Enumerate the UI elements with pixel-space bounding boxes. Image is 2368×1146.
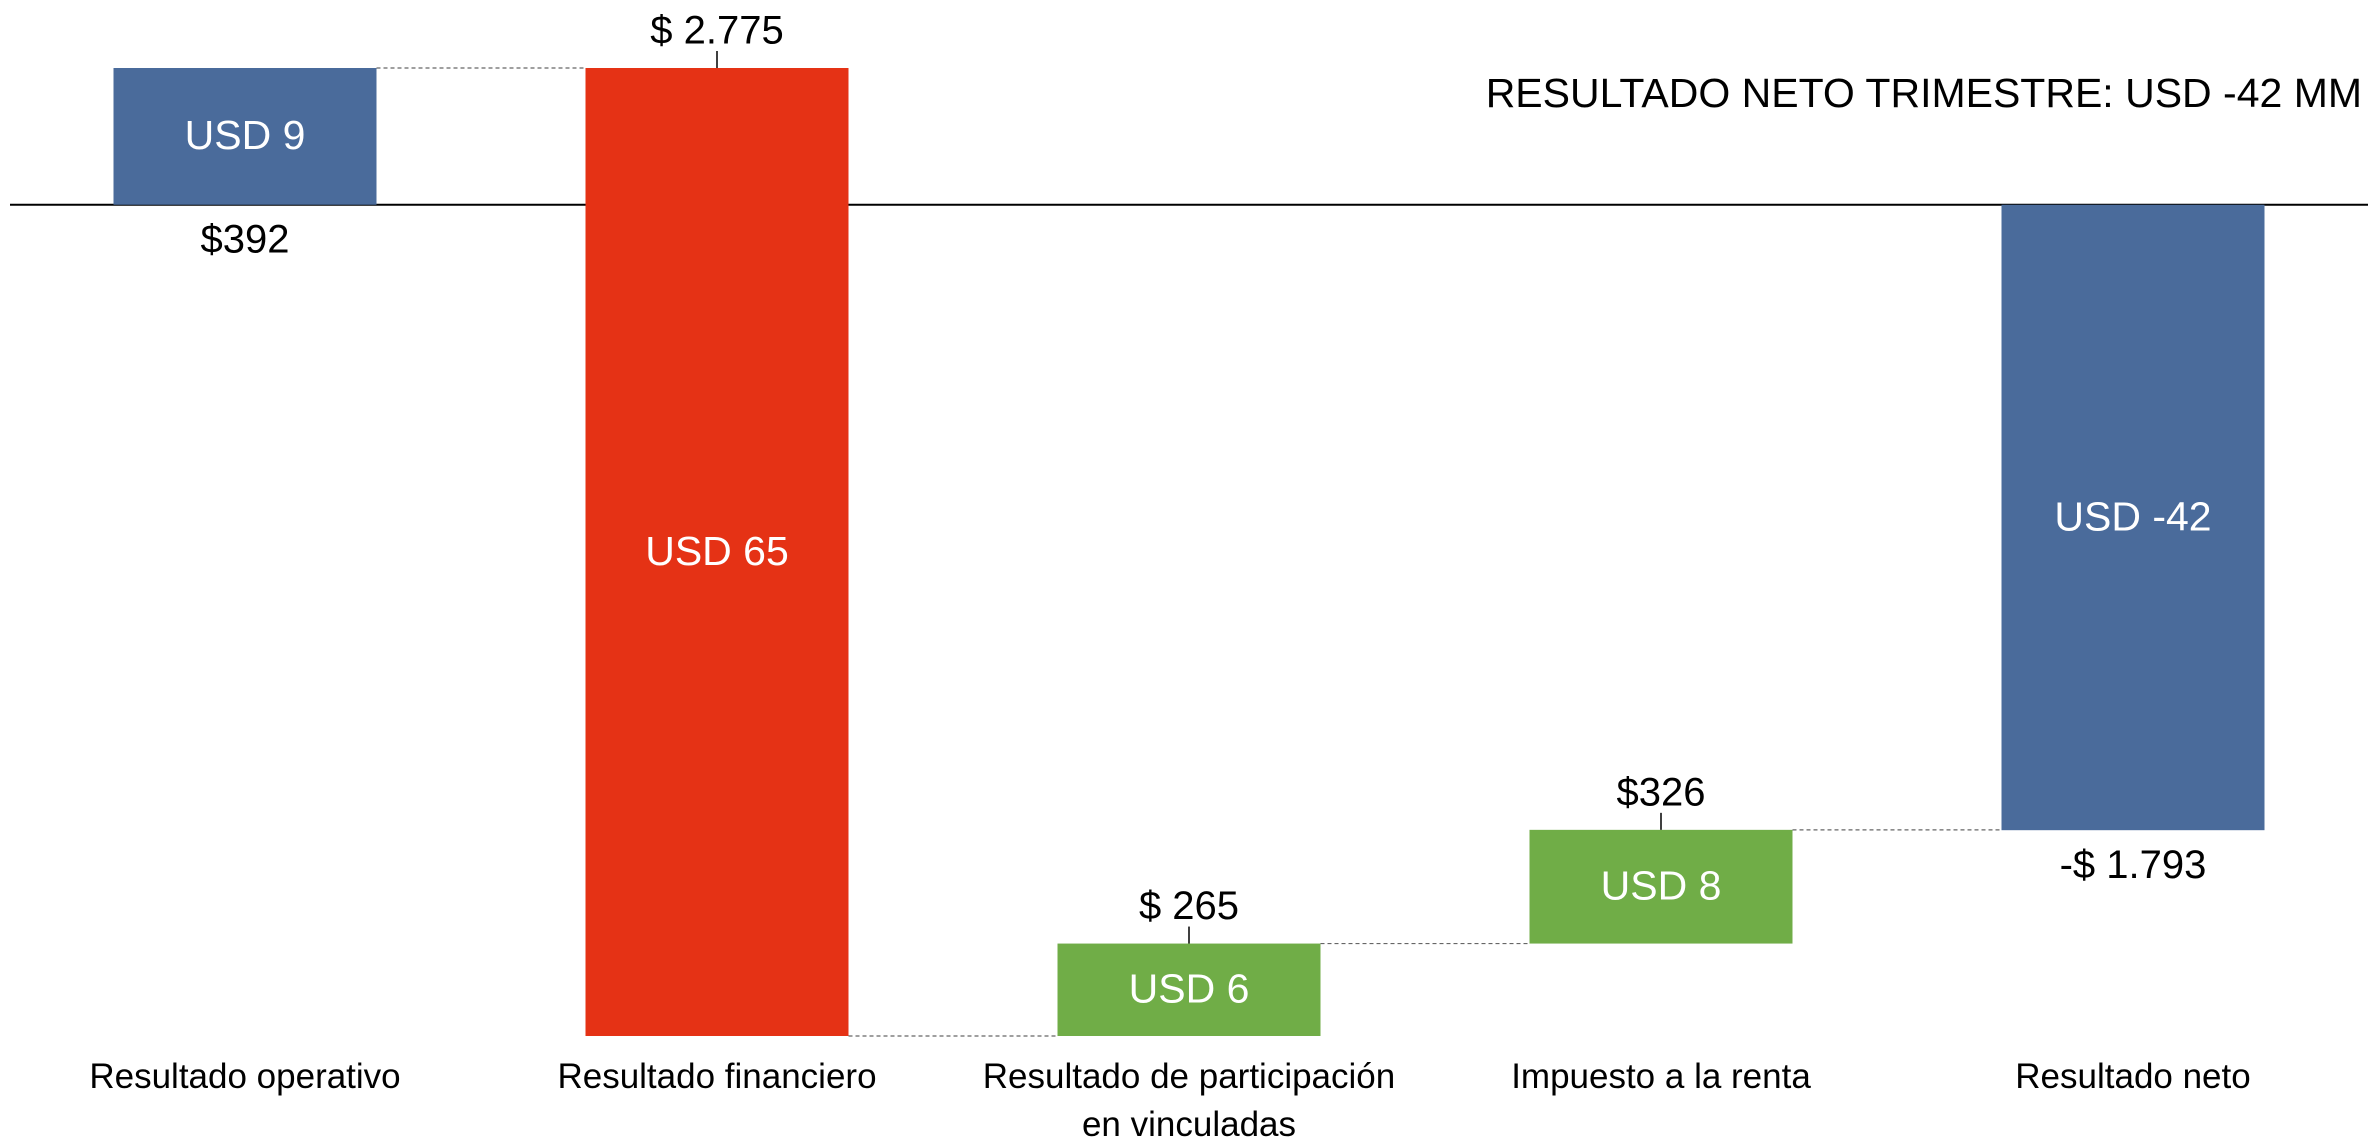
bar: [2001, 204, 2265, 831]
category-label: Resultado financiero: [557, 1057, 877, 1096]
category-label: Resultado operativo: [89, 1057, 401, 1096]
value-label: $ 265: [1139, 884, 1239, 928]
inner-label: USD 6: [1129, 966, 1250, 1012]
value-label: $392: [201, 217, 290, 261]
bar: [585, 68, 849, 1036]
inner-label: USD 65: [645, 528, 789, 574]
inner-label: USD -42: [2054, 493, 2211, 539]
value-label: -$ 1.793: [2060, 843, 2207, 887]
chart-title: RESULTADO NETO TRIMESTRE: USD -42 MM: [1486, 70, 2362, 116]
bar: [113, 68, 377, 205]
value-label: $ 2.775: [650, 9, 783, 53]
category-label: Resultado de participación en vinculadas: [982, 1057, 1396, 1144]
bar: [1057, 943, 1321, 1036]
value-label: $326: [1617, 770, 1706, 814]
inner-label: USD 8: [1601, 863, 1722, 909]
category-label: Impuesto a la renta: [1511, 1057, 1811, 1096]
bar: [1529, 829, 1793, 944]
category-label: Resultado neto: [2015, 1057, 2251, 1096]
inner-label: USD 9: [185, 112, 306, 158]
